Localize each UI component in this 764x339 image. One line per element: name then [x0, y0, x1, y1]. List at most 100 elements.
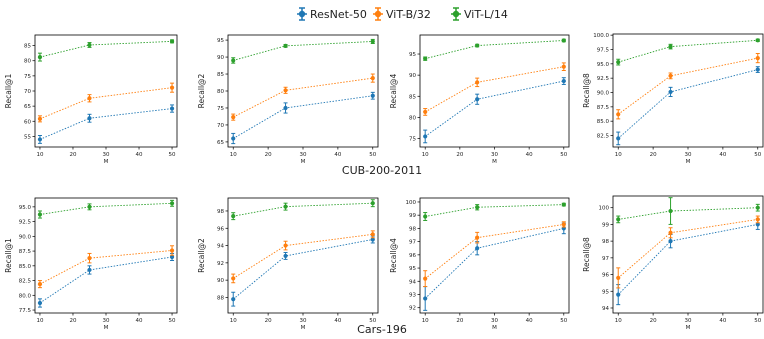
- series-line: [618, 39, 758, 63]
- series-line: [424, 66, 564, 113]
- y-tick-label: 95: [409, 266, 416, 272]
- group-title-cars: Cars-196: [357, 323, 407, 336]
- data-point: [370, 201, 375, 206]
- y-tick-label: 95: [409, 52, 416, 58]
- chart-panels: 55 60 65 70 75 80 85 10 20 30 40 50 M Recall@1 65 70 75 8…: [4, 33, 764, 331]
- y-axis-label: Recall@8: [582, 237, 591, 272]
- x-tick-label: 20: [265, 318, 272, 324]
- data-point: [370, 237, 375, 242]
- y-tick-label: 90: [409, 73, 416, 79]
- x-tick-label: 10: [230, 152, 237, 158]
- data-point: [616, 112, 621, 117]
- series-line: [39, 108, 173, 140]
- data-point: [423, 56, 428, 61]
- y-axis-label: Recall@2: [197, 238, 206, 273]
- y-tick-label: 92: [217, 261, 224, 267]
- panel-7: 92 93 94 95 96 97 98 99 100 10 20 30 40 50 M Recall@4: [389, 197, 570, 331]
- data-point: [283, 243, 288, 248]
- panel-3: 75 80 85 90 95 10 20 30 40 50 M Recall@4: [389, 34, 570, 165]
- y-tick-label: 80.0: [19, 293, 32, 299]
- data-point: [475, 97, 480, 102]
- panel-6: 88 90 92 94 96 98 10 20 30 40 50 M Recall@2: [197, 197, 379, 331]
- y-tick-label: 94: [217, 244, 224, 250]
- x-tick-label: 30: [685, 318, 692, 324]
- x-tick-label: 40: [136, 318, 143, 324]
- x-axis-label: M: [492, 159, 497, 165]
- y-axis-label: Recall@2: [197, 73, 206, 108]
- y-tick-label: 90: [217, 278, 224, 284]
- y-tick-label: 80: [217, 89, 224, 95]
- data-point: [475, 246, 480, 251]
- x-tick-label: 30: [685, 152, 692, 158]
- panel-4: 82.5 85.0 87.5 90.0 92.5 95.0 97.5 100.0 10 20 30 4…: [582, 33, 764, 165]
- plot-frame: [227, 197, 379, 314]
- data-point: [755, 55, 760, 61]
- y-tick-label: 94: [409, 279, 416, 285]
- y-tick-label: 97.5: [597, 47, 610, 53]
- panel-2: 65 70 75 80 85 90 95 10 20 30 40 50 M Recall@2: [197, 34, 379, 165]
- y-tick-label: 75: [409, 137, 416, 143]
- x-tick-label: 20: [456, 152, 463, 158]
- data-point: [231, 297, 236, 302]
- series-line: [39, 40, 173, 58]
- x-tick-label: 20: [650, 318, 657, 324]
- x-tick-label: 30: [491, 152, 498, 158]
- y-tick-label: 97: [602, 256, 609, 262]
- y-tick-label: 98: [409, 226, 416, 232]
- series-line: [424, 227, 564, 299]
- x-tick-label: 10: [615, 318, 622, 324]
- data-point: [668, 73, 673, 78]
- x-tick-label: 10: [36, 152, 43, 158]
- data-point: [231, 115, 236, 120]
- data-point: [475, 80, 480, 85]
- data-point: [668, 89, 673, 95]
- series-line: [425, 40, 564, 60]
- x-tick-label: 10: [422, 318, 429, 324]
- series-line: [618, 207, 758, 220]
- y-tick-label: 60: [24, 119, 31, 125]
- series-line: [425, 204, 564, 217]
- data-point: [475, 43, 480, 48]
- data-point: [755, 67, 760, 72]
- x-tick-label: 20: [69, 152, 76, 158]
- x-tick-label: 50: [560, 152, 567, 158]
- data-point: [87, 116, 92, 121]
- y-tick-label: 82.5: [597, 134, 610, 140]
- y-tick-label: 90.0: [19, 234, 32, 240]
- series-line: [233, 202, 373, 217]
- x-tick-label: 20: [650, 152, 657, 158]
- y-tick-label: 85.0: [597, 119, 610, 125]
- x-axis-label: M: [686, 325, 691, 331]
- data-point: [668, 208, 673, 214]
- data-point: [169, 106, 175, 111]
- data-point: [87, 204, 92, 209]
- data-point: [87, 267, 92, 273]
- x-tick-label: 50: [169, 318, 176, 324]
- legend-label-vitb32: ViT-B/32: [386, 8, 431, 21]
- data-point: [475, 235, 480, 240]
- y-tick-label: 97: [409, 240, 416, 246]
- legend-label-vitl14: ViT-L/14: [464, 8, 508, 21]
- data-point: [283, 204, 288, 209]
- data-point: [616, 292, 621, 297]
- data-point: [87, 96, 92, 101]
- series-line: [232, 239, 373, 300]
- legend: ResNet-50 ViT-B/32 ViT-L/14: [297, 7, 508, 21]
- group-title-cub: CUB-200-2011: [342, 164, 422, 177]
- data-point: [231, 214, 236, 219]
- y-tick-label: 85: [409, 94, 416, 100]
- data-point: [169, 39, 175, 44]
- data-point: [423, 109, 428, 115]
- data-point: [283, 105, 288, 111]
- series-line: [617, 69, 758, 139]
- data-point: [370, 39, 375, 44]
- data-point: [87, 42, 92, 48]
- legend-item-vitb32: ViT-B/32: [373, 7, 431, 21]
- y-tick-label: 65: [217, 140, 224, 146]
- x-tick-label: 50: [754, 152, 761, 158]
- x-tick-label: 30: [300, 152, 307, 158]
- y-axis-label: Recall@8: [582, 73, 591, 108]
- y-tick-label: 75: [24, 74, 31, 80]
- data-point: [231, 58, 236, 63]
- y-tick-label: 85.0: [19, 264, 32, 270]
